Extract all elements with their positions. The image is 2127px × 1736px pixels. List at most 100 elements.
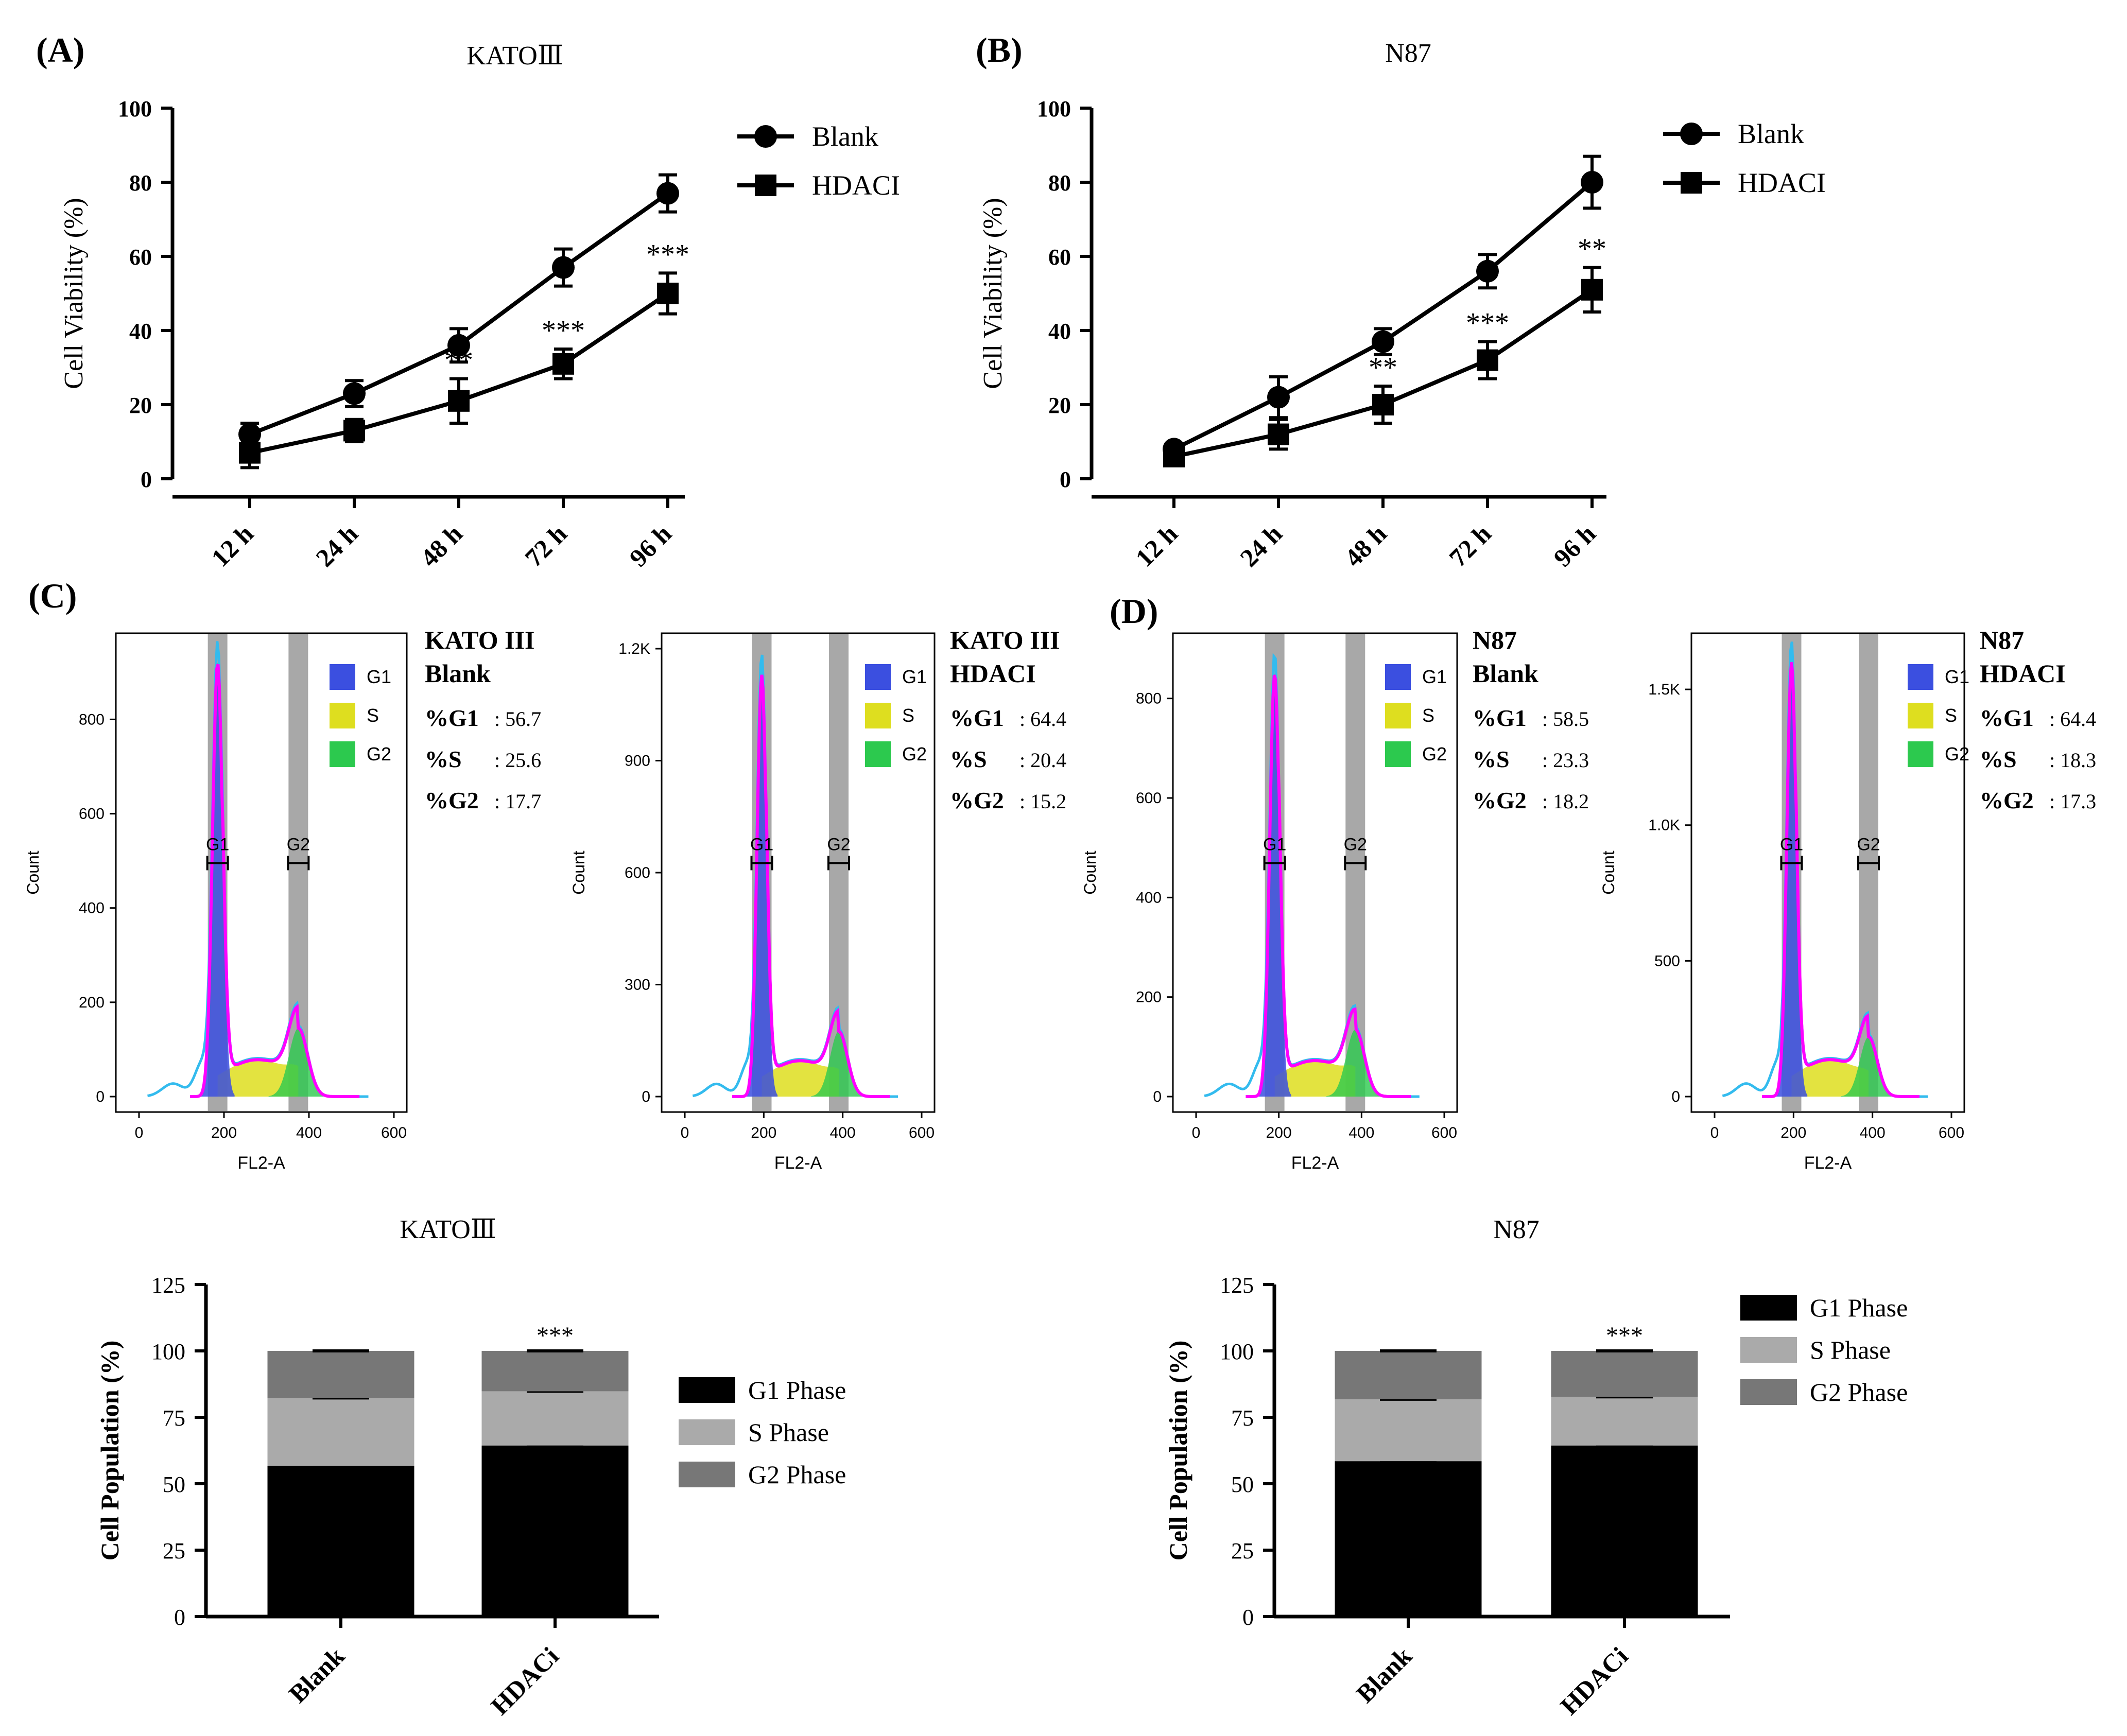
panel-label: (B) (976, 30, 1023, 70)
g1-phase-area (746, 674, 778, 1097)
y-axis-label: Count (1599, 850, 1618, 895)
data-point (656, 182, 679, 205)
legend-marker (755, 175, 776, 196)
data-point (1163, 445, 1185, 467)
legend-label: G2 (1945, 743, 1969, 765)
data-point (239, 442, 261, 464)
y-axis-label: Cell Population (%) (95, 1341, 124, 1561)
y-tick-label: 500 (1654, 952, 1680, 969)
plot-frame (1172, 632, 1458, 1113)
bar-segment (1551, 1445, 1698, 1617)
x-axis-label: FL2-A (1804, 1153, 1852, 1173)
y-tick-label: 600 (625, 864, 650, 881)
y-tick-label: 1.2K (618, 640, 650, 657)
stat-value: : 64.4 (1019, 707, 1066, 731)
stacked-bar-chart: KATOⅢ 0 25 50 75 100 125 Cell Population (%) Bla… (95, 1215, 846, 1721)
x-tick-label: 12 h (205, 519, 259, 572)
legend-swatch (1385, 703, 1411, 728)
x-tick-label: 200 (211, 1124, 237, 1141)
x-tick-label: 400 (830, 1124, 856, 1141)
legend-label: S (1422, 705, 1434, 726)
stat-value: : 56.7 (494, 707, 541, 731)
y-tick-label: 40 (129, 319, 152, 344)
y-axis-label: Cell Viability (%) (59, 198, 89, 389)
y-axis-label: Count (24, 850, 42, 895)
bar-segment (481, 1351, 629, 1392)
x-tick-label: 48 h (414, 519, 468, 572)
legend-label: G1 (1945, 666, 1969, 687)
significance-mark: ** (1369, 352, 1397, 384)
s-phase-area (1791, 1060, 1869, 1097)
legend-swatch (330, 741, 355, 767)
data-point (657, 283, 679, 304)
data-point (1267, 386, 1290, 409)
gate-label: G2 (1344, 835, 1367, 854)
x-tick-label: 400 (296, 1124, 322, 1141)
x-tick-label: Blank (1351, 1641, 1417, 1708)
stat-label: %G1 (950, 705, 1004, 731)
data-point (1476, 259, 1499, 283)
stat-value: : 18.2 (1542, 790, 1589, 813)
legend-label: G1 (902, 666, 927, 687)
model-fit-line (1762, 662, 1920, 1098)
y-tick-label: 1.0K (1648, 817, 1680, 834)
x-axis-label: FL2-A (1291, 1153, 1339, 1173)
flow-histogram: G1 G20 200 400 60005001.0K1.5KFL2-ACountG1SG… (1599, 626, 2096, 1173)
bar-segment (1551, 1397, 1698, 1446)
y-tick-label: 0 (141, 467, 152, 492)
stat-value: : 18.3 (2049, 749, 2096, 772)
y-tick-label: 80 (129, 170, 152, 196)
y-tick-label: 25 (163, 1538, 185, 1564)
significance-mark: *** (542, 315, 585, 346)
line-chart: KATOⅢ 0 20 40 60 80 100 12 h 24 h 48 h 72 h 96 h Cel… (59, 41, 900, 572)
x-tick-label: 400 (1348, 1124, 1374, 1141)
stat-label: %G2 (1473, 787, 1527, 813)
stacked-bar-chart: N87 0 25 50 75 100 125 Cell Population (%) Blank… (1164, 1215, 1908, 1721)
y-tick-label: 0 (642, 1088, 650, 1105)
legend-label: G2 (367, 743, 391, 765)
gate-label: G1 (1263, 835, 1286, 854)
bar-segment (267, 1351, 414, 1398)
y-tick-label: 600 (79, 806, 105, 823)
s-phase-area (217, 1060, 299, 1097)
legend-label: G1 (1422, 666, 1447, 687)
bar-segment (481, 1445, 629, 1617)
g1-phase-area (1775, 662, 1808, 1097)
y-tick-label: 125 (151, 1273, 185, 1298)
y-tick-label: 0 (96, 1088, 105, 1105)
panel-subtitle: N87 (1980, 626, 2024, 654)
line-chart: N87 0 20 40 60 80 100 12 h 24 h 48 h 72 h 96 h Cell … (978, 39, 1826, 572)
x-tick-label: Blank (283, 1641, 350, 1708)
y-tick-label: 0 (1242, 1605, 1254, 1630)
plot-frame (661, 632, 936, 1113)
data-point (1268, 423, 1289, 445)
x-tick-label: 0 (1192, 1124, 1201, 1141)
stat-value: : 20.4 (1019, 749, 1066, 772)
y-tick-label: 200 (1136, 989, 1162, 1006)
y-tick-label: 800 (1136, 690, 1162, 707)
significance-mark: ** (444, 344, 473, 376)
y-tick-label: 125 (1220, 1273, 1254, 1298)
stat-label: %G2 (425, 787, 479, 813)
y-tick-label: 100 (118, 96, 152, 121)
model-fit-line (1246, 674, 1411, 1098)
x-tick-label: 200 (1780, 1124, 1806, 1141)
y-tick-label: 0 (174, 1605, 185, 1630)
bar-segment (267, 1466, 414, 1617)
stat-label: %G2 (1980, 787, 2034, 813)
x-axis-label: FL2-A (237, 1153, 285, 1173)
x-tick-label: 24 h (310, 519, 364, 572)
y-axis-label: Count (1081, 850, 1099, 895)
stat-label: %G2 (950, 787, 1004, 813)
legend-swatch (1740, 1295, 1797, 1321)
y-tick-label: 0 (1060, 467, 1071, 492)
x-tick-label: 600 (909, 1124, 935, 1141)
legend-label: HDACI (1738, 167, 1826, 198)
gate-label: G1 (750, 835, 773, 854)
y-axis-label: Cell Viability (%) (978, 198, 1008, 389)
stat-value: : 17.7 (494, 790, 541, 813)
legend-swatch (330, 664, 355, 690)
legend-marker (754, 125, 777, 148)
stat-label: %S (1980, 746, 2017, 772)
